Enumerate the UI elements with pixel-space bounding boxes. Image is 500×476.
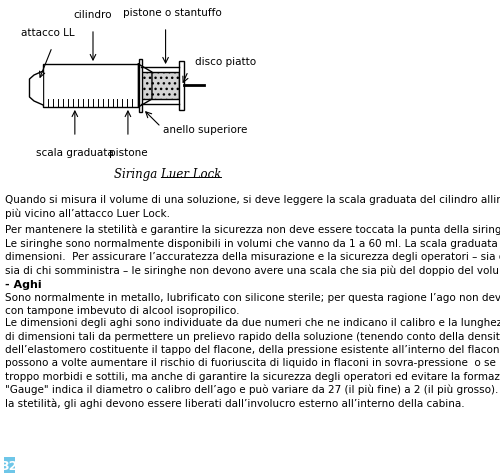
Bar: [140, 73, 179, 100]
Text: pistone: pistone: [108, 148, 147, 158]
Polygon shape: [30, 72, 43, 106]
Text: Sono normalmente in metallo, lubrificato con silicone sterile; per questa ragion: Sono normalmente in metallo, lubrificato…: [6, 292, 500, 316]
Text: Siringa Luer Lock: Siringa Luer Lock: [114, 168, 222, 180]
Text: pistone o stantuffo: pistone o stantuffo: [123, 8, 222, 18]
Text: Quando si misura il volume di una soluzione, si deve leggere la scala graduata d: Quando si misura il volume di una soluzi…: [6, 195, 500, 218]
Text: Per mantenere la stetilità e garantire la sicurezza non deve essere toccata la p: Per mantenere la stetilità e garantire l…: [6, 225, 500, 275]
Text: scala graduata: scala graduata: [36, 148, 114, 158]
FancyBboxPatch shape: [4, 457, 15, 473]
Text: 32: 32: [0, 459, 18, 473]
Text: cilindro: cilindro: [74, 10, 112, 20]
Text: - Aghi: - Aghi: [6, 279, 42, 289]
Polygon shape: [138, 65, 152, 108]
Text: anello superiore: anello superiore: [164, 125, 248, 135]
Bar: [139, 60, 142, 113]
Text: disco piatto: disco piatto: [195, 57, 256, 67]
Text: attacco LL: attacco LL: [21, 28, 74, 38]
Bar: [179, 62, 184, 111]
Text: Le dimensioni degli aghi sono individuate da due numeri che ne indicano il calib: Le dimensioni degli aghi sono individuat…: [6, 317, 500, 408]
Bar: [43, 65, 140, 108]
